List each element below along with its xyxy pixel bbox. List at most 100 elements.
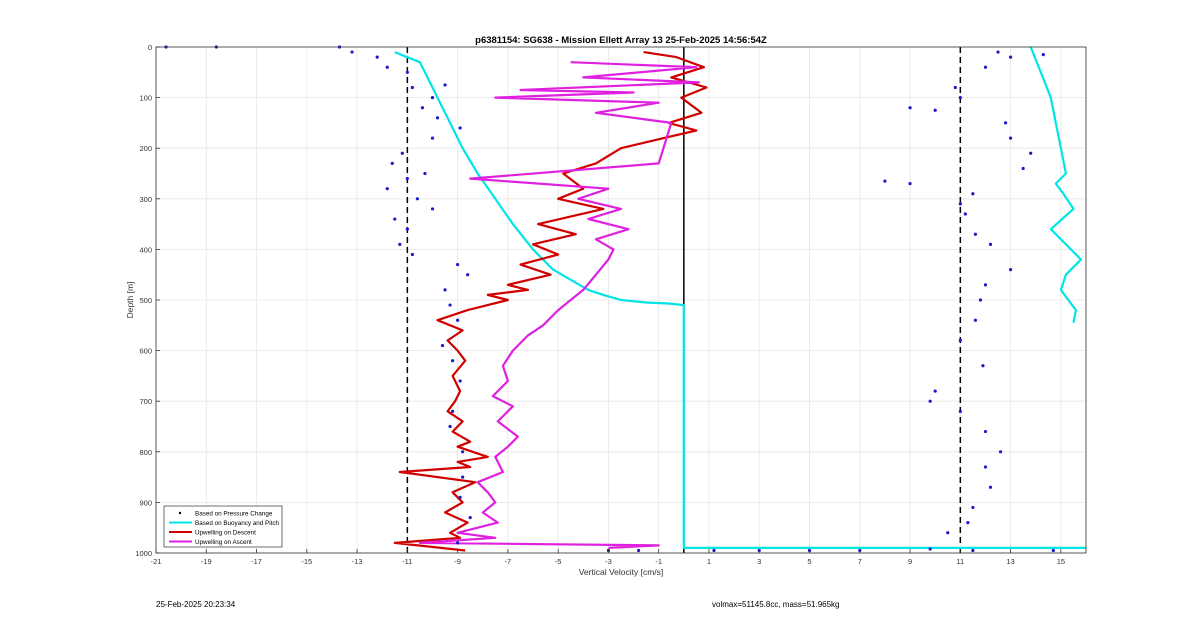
data-point xyxy=(1021,166,1025,171)
data-point xyxy=(971,192,975,196)
x-tick-label: 1 xyxy=(707,557,711,566)
data-point xyxy=(461,475,465,479)
data-point xyxy=(996,50,1000,54)
y-tick-label: 900 xyxy=(139,498,152,507)
y-tick-label: 400 xyxy=(139,245,152,254)
series-line xyxy=(394,51,1086,550)
x-tick-label: -9 xyxy=(454,557,461,566)
data-point xyxy=(456,318,460,322)
legend-marker xyxy=(178,511,182,515)
footer-timestamp: 25-Feb-2025 20:23:34 xyxy=(156,600,236,609)
data-point xyxy=(998,450,1003,454)
footer-params: volmax=51145.8cc, mass=51.965kg xyxy=(712,600,840,609)
data-point xyxy=(393,217,397,221)
data-point xyxy=(443,288,447,292)
data-point xyxy=(971,548,975,553)
data-point xyxy=(466,273,470,277)
data-point xyxy=(450,359,455,363)
data-point xyxy=(988,485,993,489)
x-tick-label: 9 xyxy=(908,557,912,566)
data-point xyxy=(971,505,975,510)
x-tick-label: -3 xyxy=(605,557,612,566)
legend: Based on Pressure Change Based on Buoyanc… xyxy=(163,505,283,548)
data-point xyxy=(963,212,967,216)
data-point xyxy=(973,232,978,236)
chart-title: p6381154: SG638 - Mission Ellett Array 1… xyxy=(475,35,767,46)
x-tick-label: 3 xyxy=(757,557,761,566)
data-point xyxy=(983,465,988,469)
data-point xyxy=(983,65,988,69)
data-point xyxy=(415,197,420,201)
y-tick-label: 300 xyxy=(139,195,152,204)
data-point xyxy=(1008,136,1013,140)
data-point xyxy=(981,364,985,368)
x-tick-label: -5 xyxy=(555,557,562,566)
data-point xyxy=(1041,52,1045,57)
data-point xyxy=(958,96,962,100)
data-point xyxy=(1008,268,1013,272)
data-point xyxy=(430,207,435,211)
series-line xyxy=(418,61,701,549)
data-point xyxy=(435,116,440,120)
data-point xyxy=(953,85,957,90)
data-point xyxy=(405,70,409,74)
legend-label: Upwelling on Descent xyxy=(195,529,256,536)
data-point xyxy=(456,541,460,545)
data-point xyxy=(958,202,962,206)
y-tick-label: 700 xyxy=(139,397,152,406)
data-point xyxy=(966,521,970,525)
data-point xyxy=(461,450,465,454)
data-point xyxy=(405,227,409,231)
x-tick-label: -11 xyxy=(402,557,412,566)
x-tick-label: -19 xyxy=(201,557,212,566)
data-point xyxy=(1029,151,1033,155)
axes: -21 -19 -17 -15 -13 -11 -9 -7 -5 -3 -1 1 3 5 7 9 11 13 150… xyxy=(135,43,1087,566)
data-point xyxy=(448,424,452,429)
data-point xyxy=(908,106,912,110)
data-point xyxy=(988,242,993,246)
x-tick-label: -7 xyxy=(505,557,512,566)
x-tick-label: 13 xyxy=(1006,557,1014,566)
x-axis-label: Vertical Velocity [cm/s] xyxy=(579,567,664,577)
data-point xyxy=(420,106,425,110)
data-point xyxy=(390,161,394,165)
y-axis-label: Depth [m] xyxy=(125,282,135,319)
plot-area xyxy=(164,45,1086,553)
legend-label: Based on Pressure Change xyxy=(195,510,273,517)
data-point xyxy=(350,50,354,54)
data-point xyxy=(400,151,404,155)
data-point xyxy=(450,409,455,413)
data-point xyxy=(458,379,462,383)
data-point xyxy=(978,298,983,302)
legend-label: Based on Buoyancy and Pitch xyxy=(195,520,280,527)
data-point xyxy=(430,96,435,100)
data-point xyxy=(933,389,937,393)
x-tick-label: -17 xyxy=(251,557,262,566)
data-point xyxy=(448,303,452,307)
legend-label: Upwelling on Ascent xyxy=(195,539,252,546)
data-point xyxy=(398,242,402,246)
data-point xyxy=(423,171,427,176)
x-tick-label: -21 xyxy=(151,557,162,566)
data-point xyxy=(440,343,445,348)
y-tick-label: 500 xyxy=(139,296,152,305)
data-point xyxy=(410,252,414,257)
data-point xyxy=(908,182,912,186)
data-point xyxy=(410,85,414,90)
data-point xyxy=(636,548,641,553)
data-point xyxy=(405,176,409,181)
x-tick-label: 7 xyxy=(858,557,862,566)
x-tick-label: -1 xyxy=(655,557,662,566)
y-tick-label: 1000 xyxy=(135,549,152,558)
data-point xyxy=(933,108,937,112)
y-tick-label: 200 xyxy=(139,144,152,153)
y-tick-label: 800 xyxy=(139,448,152,457)
data-point xyxy=(712,548,716,553)
data-point xyxy=(983,429,988,434)
x-tick-label: 5 xyxy=(807,557,811,566)
x-tick-label: 11 xyxy=(956,557,964,566)
legend-box xyxy=(163,505,283,548)
data-point xyxy=(983,283,988,287)
data-point xyxy=(946,531,950,535)
